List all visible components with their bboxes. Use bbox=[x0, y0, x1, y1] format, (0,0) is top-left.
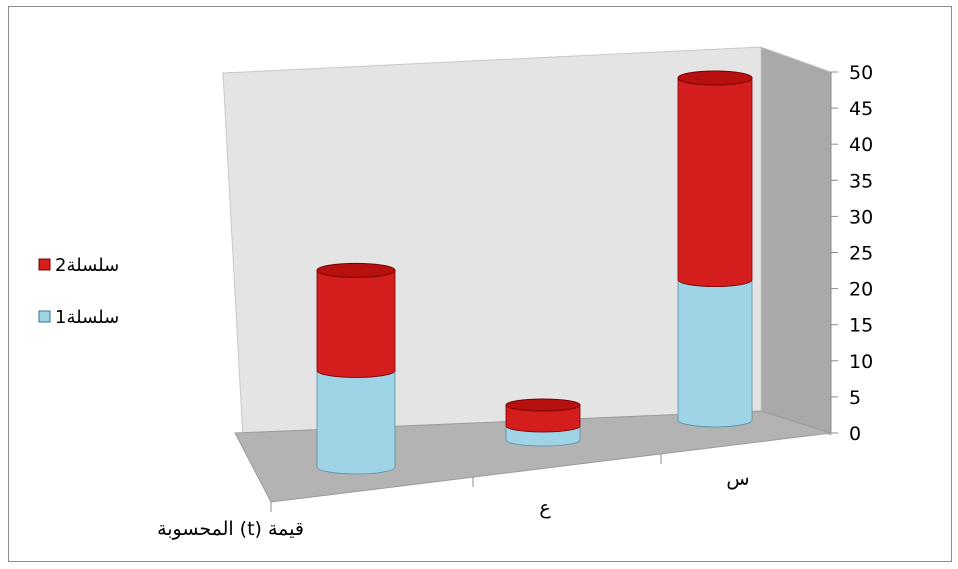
value-tick-label: 5 bbox=[849, 387, 861, 409]
chart-frame: 0 5 10 15 20 25 30 35 40 45 50 قيمة (t) المحسوبة ع… bbox=[8, 6, 952, 562]
bar-segment bbox=[677, 77, 753, 287]
legend-label-series2: سلسلة2 bbox=[55, 255, 119, 276]
value-tick-label: 20 bbox=[849, 279, 873, 301]
value-tick-label: 45 bbox=[849, 98, 873, 120]
category-label-0: قيمة (t) المحسوبة bbox=[157, 518, 304, 540]
bar-segment bbox=[316, 370, 396, 475]
chart-svg: 0 5 10 15 20 25 30 35 40 45 50 قيمة (t) المحسوبة ع… bbox=[38, 46, 873, 540]
bar-top-cap bbox=[677, 70, 753, 86]
value-axis-ticks: 0 5 10 15 20 25 30 35 40 45 50 bbox=[831, 62, 873, 445]
value-tick-label: 40 bbox=[849, 134, 873, 156]
legend: سلسلة2 سلسلة1 bbox=[38, 255, 119, 328]
category-label-2: س bbox=[726, 468, 749, 490]
category-label-1: ع bbox=[539, 497, 551, 519]
category-axis-ticks bbox=[270, 454, 662, 512]
category-labels: قيمة (t) المحسوبة ع س bbox=[157, 468, 750, 540]
value-tick-label: 25 bbox=[849, 243, 873, 265]
bar-top-cap bbox=[505, 398, 581, 412]
value-tick-label: 35 bbox=[849, 170, 873, 192]
side-wall bbox=[760, 46, 832, 436]
bar-segment bbox=[677, 279, 753, 428]
value-tick-label: 10 bbox=[849, 351, 873, 373]
legend-swatch-series1 bbox=[38, 310, 51, 323]
value-tick-label: 15 bbox=[849, 315, 873, 337]
legend-label-series1: سلسلة1 bbox=[55, 307, 119, 328]
bar-top-cap bbox=[316, 262, 396, 278]
bars bbox=[316, 70, 753, 475]
value-tick-label: 50 bbox=[849, 62, 873, 84]
legend-swatch-series2 bbox=[38, 258, 51, 271]
value-tick-label: 30 bbox=[849, 206, 873, 228]
value-tick-label: 0 bbox=[849, 423, 861, 445]
bar-segment bbox=[316, 270, 396, 378]
